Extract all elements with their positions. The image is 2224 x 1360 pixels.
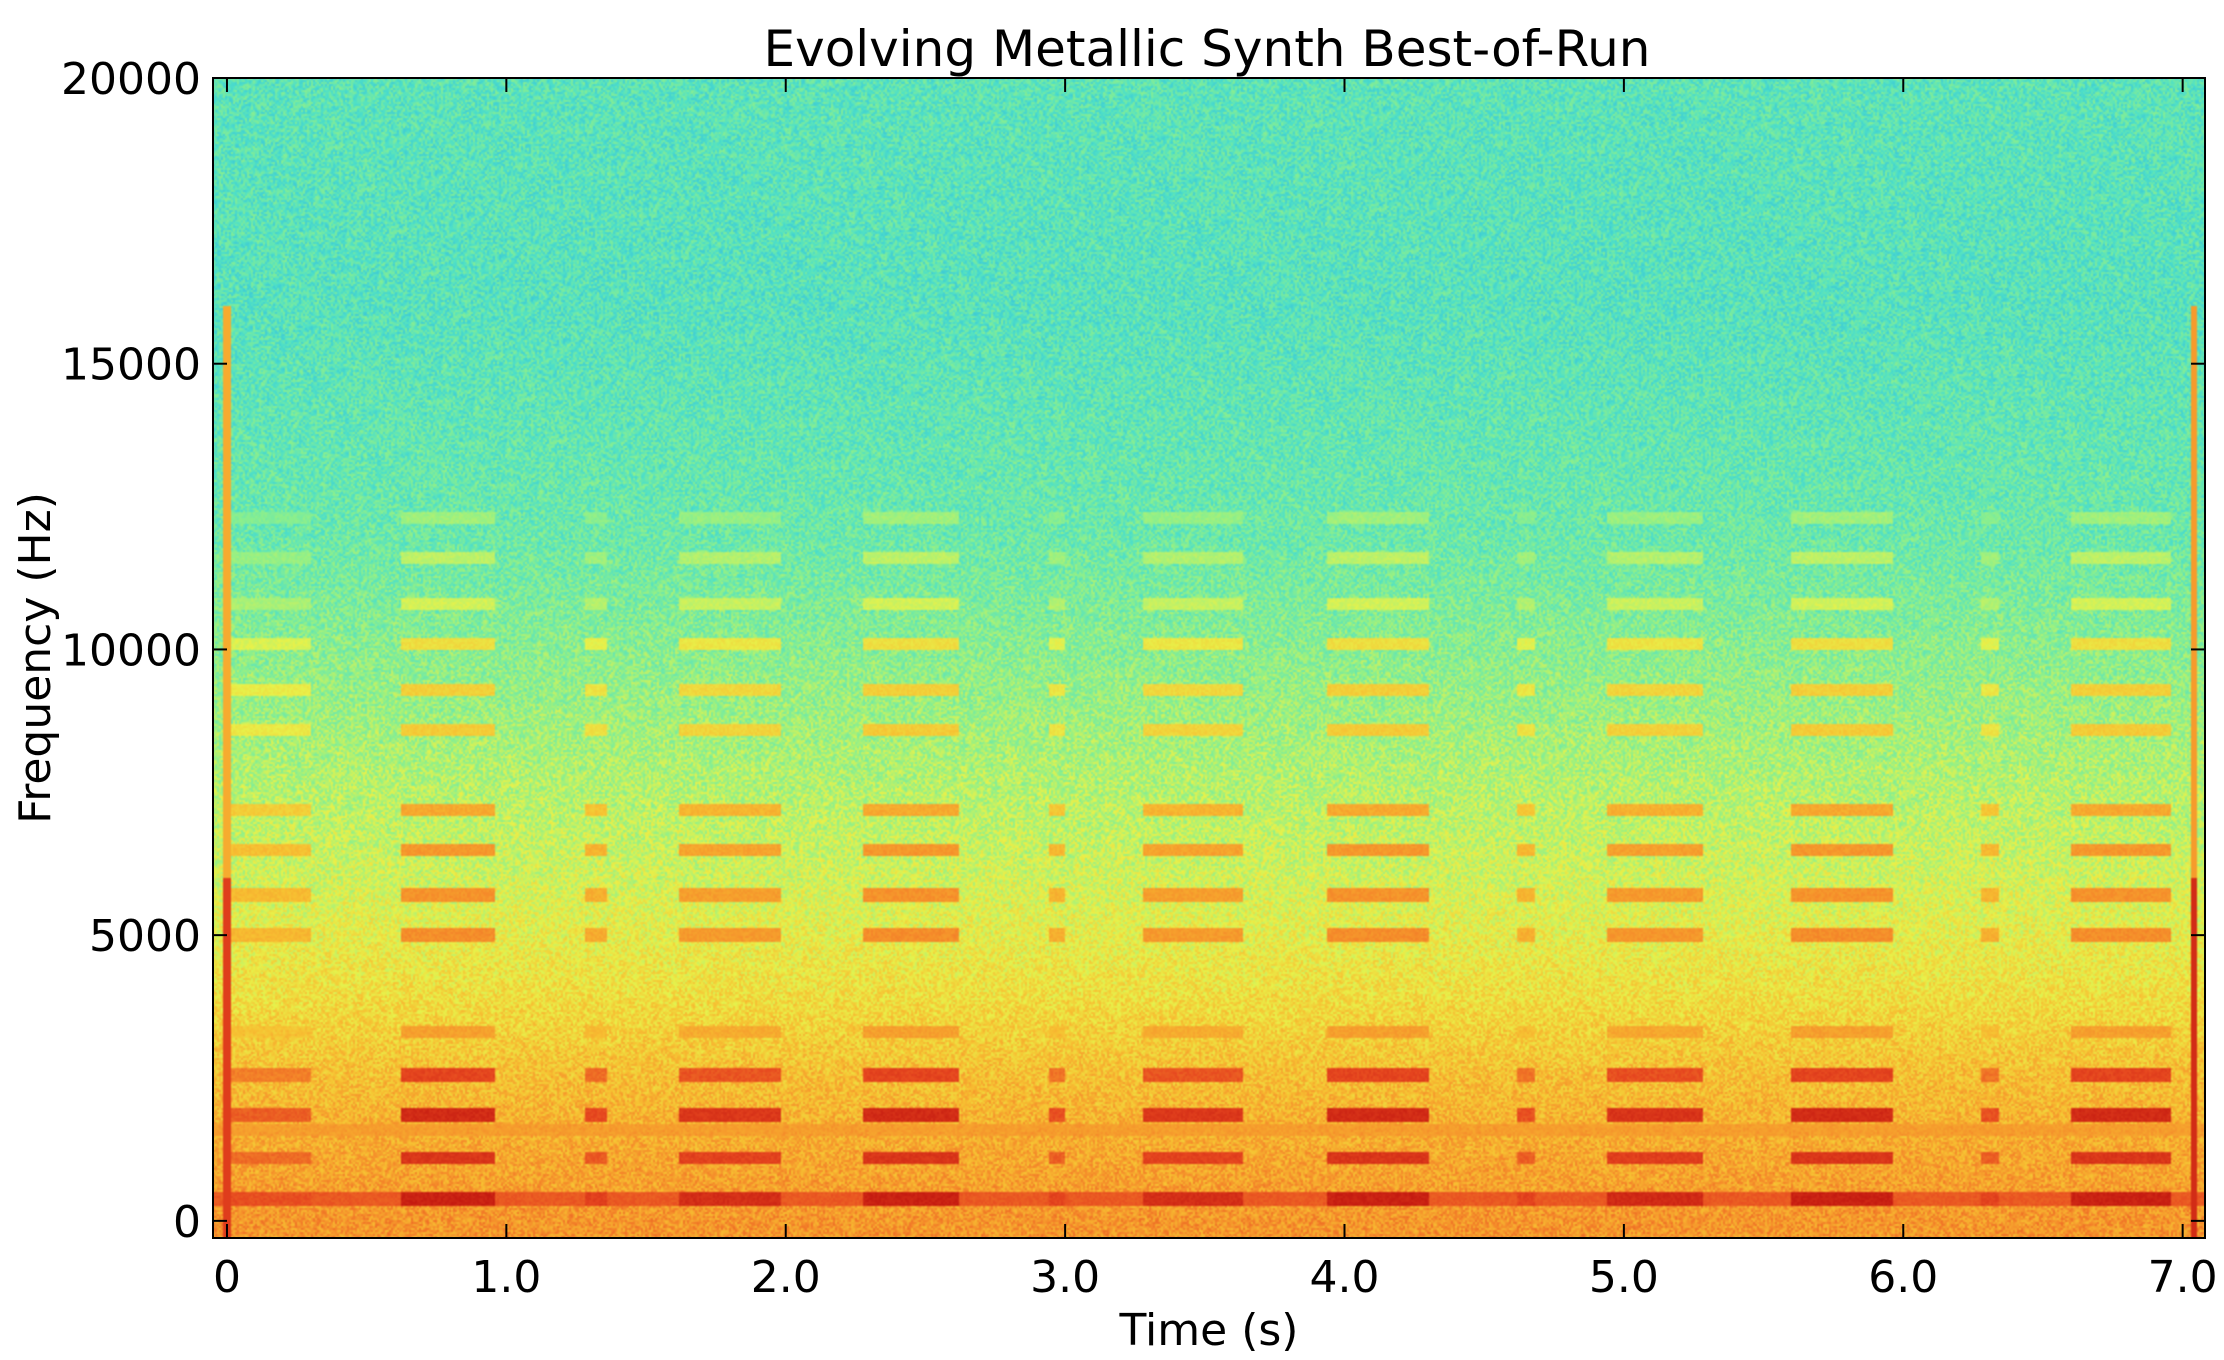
x-axis-label: Time (s) xyxy=(1119,1305,1299,1356)
y-tick-label: 20000 xyxy=(61,54,201,105)
spectrogram-heatmap xyxy=(213,78,2205,1238)
plot-frame xyxy=(212,77,2206,1239)
y-axis-label: Frequency (Hz) xyxy=(10,492,61,824)
x-tick-label: 6.0 xyxy=(1868,1252,1938,1303)
x-tick-label: 5.0 xyxy=(1589,1252,1659,1303)
chart-title: Evolving Metallic Synth Best-of-Run xyxy=(764,20,1651,78)
x-tick-label: 3.0 xyxy=(1030,1252,1100,1303)
x-tick-label: 2.0 xyxy=(751,1252,821,1303)
y-axis: 0 5000 10000 15000 20000 xyxy=(61,54,2205,1248)
x-tick-label: 4.0 xyxy=(1310,1252,1380,1303)
x-axis: 0 1.0 2.0 3.0 4.0 5.0 6.0 7.0 xyxy=(213,78,2218,1303)
y-tick-label: 5000 xyxy=(89,911,201,962)
plot-area xyxy=(212,77,2206,1239)
x-tick-label: 7.0 xyxy=(2148,1252,2218,1303)
x-tick-label: 1.0 xyxy=(471,1252,541,1303)
y-tick-label: 0 xyxy=(173,1197,201,1248)
x-tick-label: 0 xyxy=(213,1252,241,1303)
y-tick-label: 15000 xyxy=(61,340,201,391)
y-tick-label: 10000 xyxy=(61,625,201,676)
